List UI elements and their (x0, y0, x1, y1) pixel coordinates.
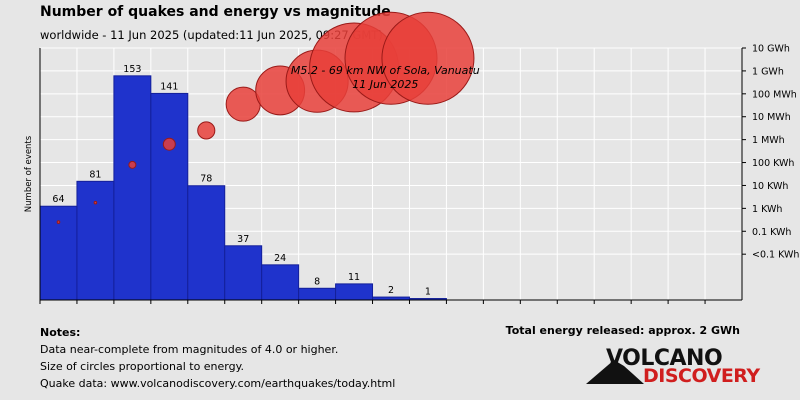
energy-tick-label: 100 KWh (752, 158, 794, 169)
chart-title: Number of quakes and energy vs magnitude (40, 4, 391, 20)
x-tick-label: M3.5 (250, 309, 273, 310)
x-tick-label: M5 (365, 309, 379, 310)
x-tick-label: M9.5 (693, 309, 716, 310)
x-tick-label: M1 (70, 309, 84, 310)
x-tick-label: M8 (587, 309, 601, 310)
bar-value-label: 78 (200, 174, 212, 185)
x-tick-label: M4.5 (324, 309, 347, 310)
histogram-bar (335, 283, 374, 301)
bar-value-label: 24 (274, 253, 286, 264)
energy-bubble (197, 121, 216, 140)
notes-line-3: Quake data: www.volcanodiscovery.com/ear… (40, 377, 396, 390)
energy-tick-label: 10 KWh (752, 181, 788, 192)
annotation-line-2: 11 Jun 2025 (352, 78, 418, 91)
x-tick-label: M6.5 (472, 309, 495, 310)
x-tick-label: M9 (661, 309, 675, 310)
chart-subtitle: worldwide - 11 Jun 2025 (updated:11 Jun … (40, 28, 383, 42)
notes-block: Notes: Data near-complete from magnitude… (40, 324, 395, 392)
histogram-bar (187, 185, 226, 301)
energy-bubble (56, 220, 61, 224)
energy-tick-label: 10 GWh (752, 44, 790, 55)
bar-value-label: 1 (425, 287, 431, 298)
total-energy: Total energy released: approx. 2 GWh (505, 324, 740, 337)
energy-tick-label: 1 MWh (752, 135, 785, 146)
histogram-bar (113, 75, 152, 301)
x-tick-label: M4 (292, 309, 306, 310)
y-axis-label: Number of events (24, 135, 34, 212)
bar-value-label: 153 (123, 64, 141, 75)
energy-bubble (93, 200, 98, 205)
energy-bubble (162, 137, 176, 151)
bar-value-label: 2 (388, 285, 394, 296)
x-tick-label: M8.5 (620, 309, 643, 310)
notes-heading: Notes: (40, 326, 81, 339)
volcano-mountain-icon (586, 360, 644, 384)
energy-tick-label: 0.1 KWh (752, 227, 791, 238)
notes-line-2: Size of circles proportional to energy. (40, 360, 245, 373)
energy-bubble (128, 160, 137, 169)
energy-tick-label: 10 MWh (752, 112, 791, 123)
x-tick-label: M7.5 (546, 309, 569, 310)
bar-value-label: 81 (89, 169, 101, 180)
x-tick-label: M3 (218, 309, 232, 310)
histogram-bar (261, 264, 300, 301)
energy-tick-label: 100 MWh (752, 89, 797, 100)
energy-bubble (225, 86, 261, 122)
bar-value-label: 8 (314, 276, 320, 287)
energy-tick-label: 1 KWh (752, 204, 782, 215)
histogram-bar (150, 92, 189, 301)
quake-chart: 64 81 153 141 78 37 24 8 11 2 1 M5.2 - 69 km NW of … (24, 11, 799, 310)
histogram-bar (298, 287, 337, 301)
x-tick-label: M2.5 (176, 309, 199, 310)
x-tick-label: M2 (144, 309, 158, 310)
bar-value-label: 11 (348, 272, 360, 283)
annotation-line-1: M5.2 - 69 km NW of Sola, Vanuatu (291, 64, 480, 77)
notes-line-1: Data near-complete from magnitudes of 4.… (40, 343, 339, 356)
energy-bubble (381, 11, 475, 105)
logo-word-volcano: VOLCANO (606, 346, 723, 371)
bar-value-label: 141 (160, 81, 178, 92)
bar-value-label: 64 (52, 194, 64, 205)
energy-tick-label: 1 GWh (752, 66, 784, 77)
x-tick-label: M5.5 (398, 309, 421, 310)
energy-tick-label: <0.1 KWh (752, 250, 799, 261)
x-tick-label: M1.5 (102, 309, 125, 310)
x-tick-label: M7 (513, 309, 527, 310)
logo-word-discovery: DISCOVERY (643, 365, 760, 387)
x-tick-label: M0-0.5 (39, 309, 72, 310)
x-tick-label: M6 (439, 309, 453, 310)
histogram-bar (224, 245, 263, 301)
bar-value-label: 37 (237, 234, 249, 245)
histogram-bar (39, 205, 78, 301)
histogram-bar (76, 180, 115, 301)
volcano-discovery-logo: VOLCANO DISCOVERY (586, 346, 766, 390)
